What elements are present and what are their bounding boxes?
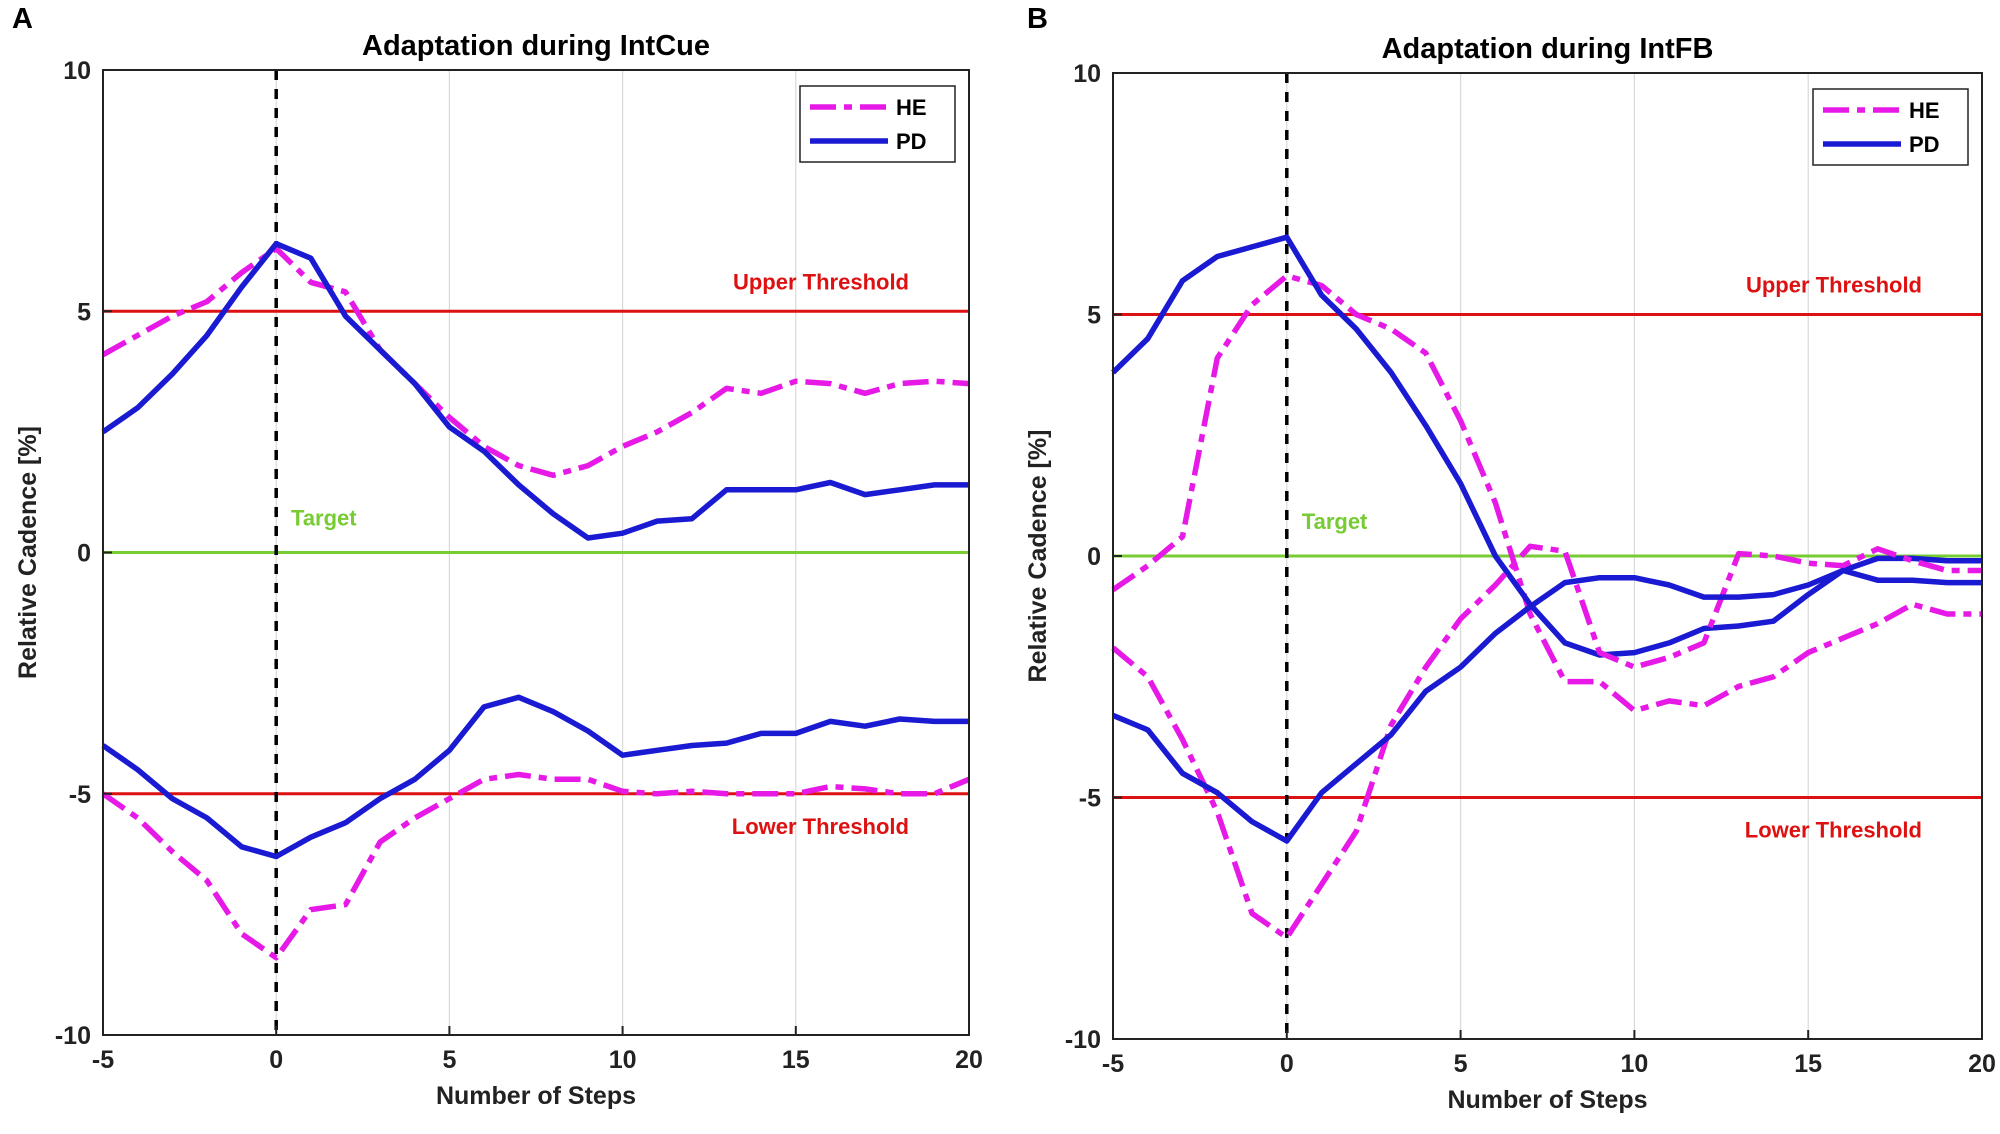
y-tick-label: -10 — [1065, 1026, 1101, 1054]
x-tick-label: 0 — [1280, 1050, 1294, 1078]
target-label: Target — [1302, 509, 1368, 534]
x-tick-label: 15 — [1794, 1050, 1822, 1078]
panel-letter: B — [1027, 3, 1048, 35]
legend: HE PD — [799, 85, 956, 163]
legend-label-he: HE — [896, 95, 927, 120]
y-tick-label: -5 — [1079, 785, 1101, 813]
x-axis-label: Number of Steps — [1447, 1086, 1647, 1114]
x-tick-label: -5 — [1102, 1050, 1124, 1078]
legend-label-he: HE — [1909, 98, 1940, 123]
series-line-he — [1111, 273, 1982, 714]
x-tick-label: 20 — [1968, 1050, 1996, 1078]
series-line-he — [1111, 543, 1982, 941]
x-tick-label: 20 — [955, 1046, 983, 1074]
series-line-pd — [101, 694, 969, 860]
series-line-pd — [101, 240, 969, 541]
x-tick-label: 10 — [1620, 1050, 1648, 1078]
x-tick-label: 15 — [782, 1046, 810, 1074]
series-line-he — [101, 771, 971, 961]
legend-box — [1812, 88, 1969, 166]
y-tick-label: 0 — [77, 540, 91, 568]
target-label: Target — [291, 506, 357, 531]
y-axis-label: Relative Cadence [%] — [1024, 430, 1052, 683]
x-tick-label: -5 — [92, 1046, 114, 1074]
panel-b: B Adaptation during IntFB Upper Threshold T… — [1024, 3, 1996, 1114]
x-tick-label: 0 — [269, 1046, 283, 1074]
x-tick-label: 5 — [1454, 1050, 1468, 1078]
series-line-pd — [1111, 567, 1982, 844]
y-tick-label: 10 — [1073, 60, 1101, 88]
series-line-he — [101, 245, 970, 479]
threshold-label: Upper Threshold — [733, 269, 909, 294]
threshold-label: Lower Threshold — [732, 814, 909, 839]
legend-label-pd: PD — [896, 129, 927, 154]
legend-box — [799, 85, 956, 163]
panel-letter: A — [12, 3, 33, 35]
legend: HE PD — [1812, 88, 1969, 166]
x-tick-label: 5 — [442, 1046, 456, 1074]
threshold-label: Upper Threshold — [1746, 273, 1922, 298]
y-tick-label: -5 — [69, 781, 91, 809]
chart-title: Adaptation during IntFB — [1382, 33, 1714, 65]
y-tick-label: 10 — [63, 57, 91, 85]
y-tick-label: -10 — [55, 1022, 91, 1050]
y-tick-label: 5 — [77, 298, 91, 326]
x-axis-label: Number of Steps — [436, 1082, 636, 1110]
threshold-label: Lower Threshold — [1745, 818, 1922, 843]
y-tick-label: 0 — [1087, 543, 1101, 571]
y-tick-label: 5 — [1087, 302, 1101, 330]
y-axis-label: Relative Cadence [%] — [14, 426, 42, 679]
x-tick-label: 10 — [609, 1046, 637, 1074]
legend-label-pd: PD — [1909, 132, 1940, 157]
chart-title: Adaptation during IntCue — [362, 30, 710, 62]
panel-a: A Adaptation during IntCue Upper Threshold… — [12, 3, 983, 1110]
